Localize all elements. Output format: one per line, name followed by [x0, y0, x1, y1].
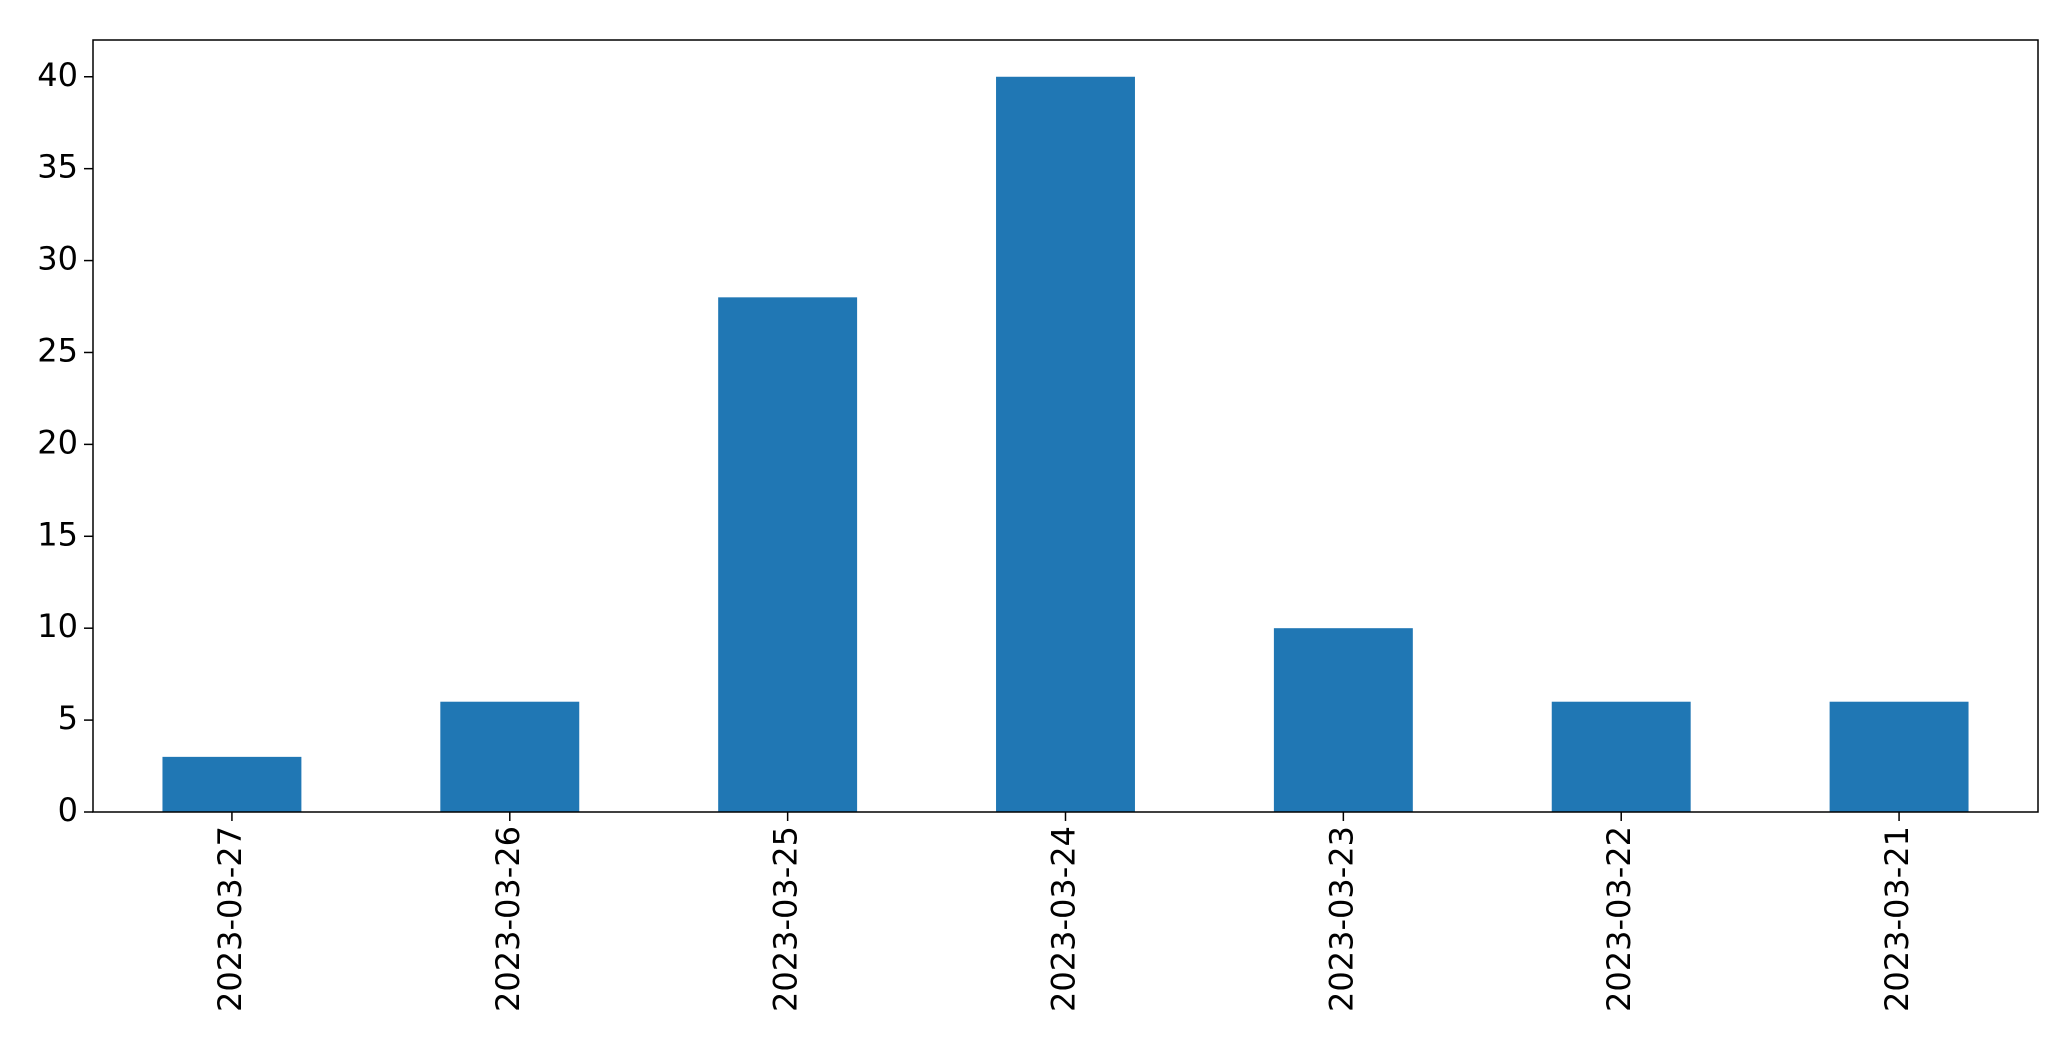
y-tick-label: 35 [37, 148, 78, 186]
bar-2023-03-27 [162, 756, 302, 812]
x-tick-label: 2023-03-21 [1878, 826, 1916, 1012]
x-tick-label: 2023-03-23 [1322, 826, 1360, 1012]
bar-2023-03-22 [1551, 701, 1691, 812]
y-tick-label: 15 [37, 515, 78, 553]
bar-2023-03-25 [718, 297, 858, 812]
y-tick-label: 40 [37, 56, 78, 94]
y-tick-label: 30 [37, 240, 78, 278]
bar-2023-03-23 [1273, 628, 1413, 812]
bar-2023-03-26 [440, 701, 580, 812]
x-tick-label: 2023-03-26 [489, 826, 527, 1012]
y-tick-label: 5 [58, 699, 78, 737]
bar-2023-03-21 [1829, 701, 1969, 812]
bar-2023-03-24 [996, 76, 1135, 812]
y-tick-label: 25 [37, 331, 78, 369]
y-tick-label: 0 [58, 791, 78, 829]
y-tick-label: 20 [37, 423, 78, 461]
x-tick-label: 2023-03-22 [1600, 826, 1638, 1012]
y-tick-label: 10 [37, 607, 78, 645]
x-tick-label: 2023-03-25 [767, 826, 805, 1012]
bars-group [162, 76, 1969, 812]
plot-frame [92, 39, 2039, 813]
x-tick-label: 2023-03-24 [1045, 826, 1083, 1012]
x-axis: 2023-03-27 2023-03-26 2023-03-25 2023-03-24… [211, 812, 1916, 1012]
y-axis: 0 5 10 15 20 25 30 35 40 [37, 56, 93, 829]
x-tick-label: 2023-03-27 [211, 826, 249, 1012]
